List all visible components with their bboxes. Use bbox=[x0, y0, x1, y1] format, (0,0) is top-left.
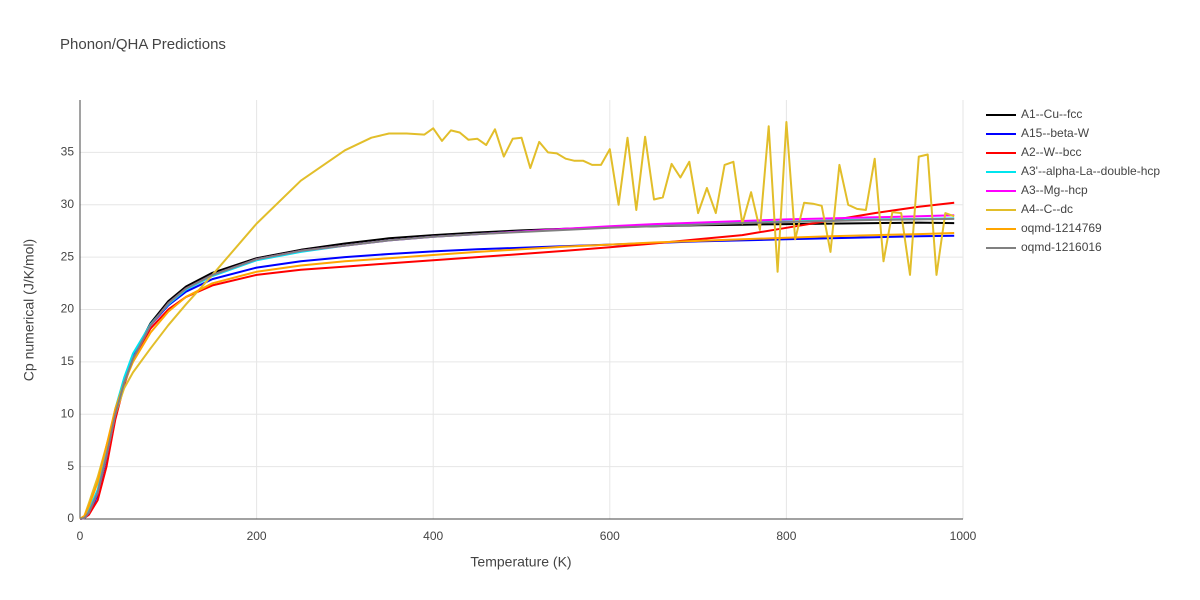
x-tick-label: 800 bbox=[776, 529, 796, 543]
legend-label: oqmd-1216016 bbox=[1021, 240, 1102, 254]
legend-label: A3--Mg--hcp bbox=[1021, 183, 1088, 197]
y-tick-label: 20 bbox=[61, 302, 75, 316]
x-tick-label: 600 bbox=[600, 529, 620, 543]
x-tick-label: 0 bbox=[77, 529, 84, 543]
x-tick-label: 200 bbox=[247, 529, 267, 543]
series-line bbox=[79, 232, 955, 520]
x-tick-label: 400 bbox=[423, 529, 443, 543]
legend-label: oqmd-1214769 bbox=[1021, 221, 1102, 235]
series-line bbox=[79, 201, 955, 520]
y-tick-label: 5 bbox=[67, 459, 74, 473]
x-tick-label: 1000 bbox=[950, 529, 977, 543]
legend-label: A15--beta-W bbox=[1021, 126, 1090, 140]
legend-label: A1--Cu--fcc bbox=[1021, 107, 1082, 121]
y-tick-label: 0 bbox=[67, 511, 74, 525]
series-line bbox=[79, 217, 955, 520]
y-tick-label: 35 bbox=[61, 145, 75, 159]
y-tick-label: 30 bbox=[61, 197, 75, 211]
series-line bbox=[79, 221, 955, 520]
y-tick-label: 25 bbox=[61, 249, 75, 263]
series-line bbox=[79, 217, 955, 520]
x-axis-title: Temperature (K) bbox=[470, 554, 571, 570]
y-axis-title: Cp numerical (J/K/mol) bbox=[21, 239, 37, 381]
chart-title: Phonon/QHA Predictions bbox=[60, 36, 226, 53]
series-line bbox=[79, 234, 955, 520]
legend-label: A4--C--dc bbox=[1021, 202, 1073, 216]
series-line bbox=[79, 214, 955, 520]
y-tick-label: 15 bbox=[61, 354, 75, 368]
legend-label: A3'--alpha-La--double-hcp bbox=[1021, 164, 1160, 178]
y-tick-label: 10 bbox=[61, 406, 75, 420]
series-line bbox=[79, 121, 955, 520]
legend-label: A2--W--bcc bbox=[1021, 145, 1081, 159]
